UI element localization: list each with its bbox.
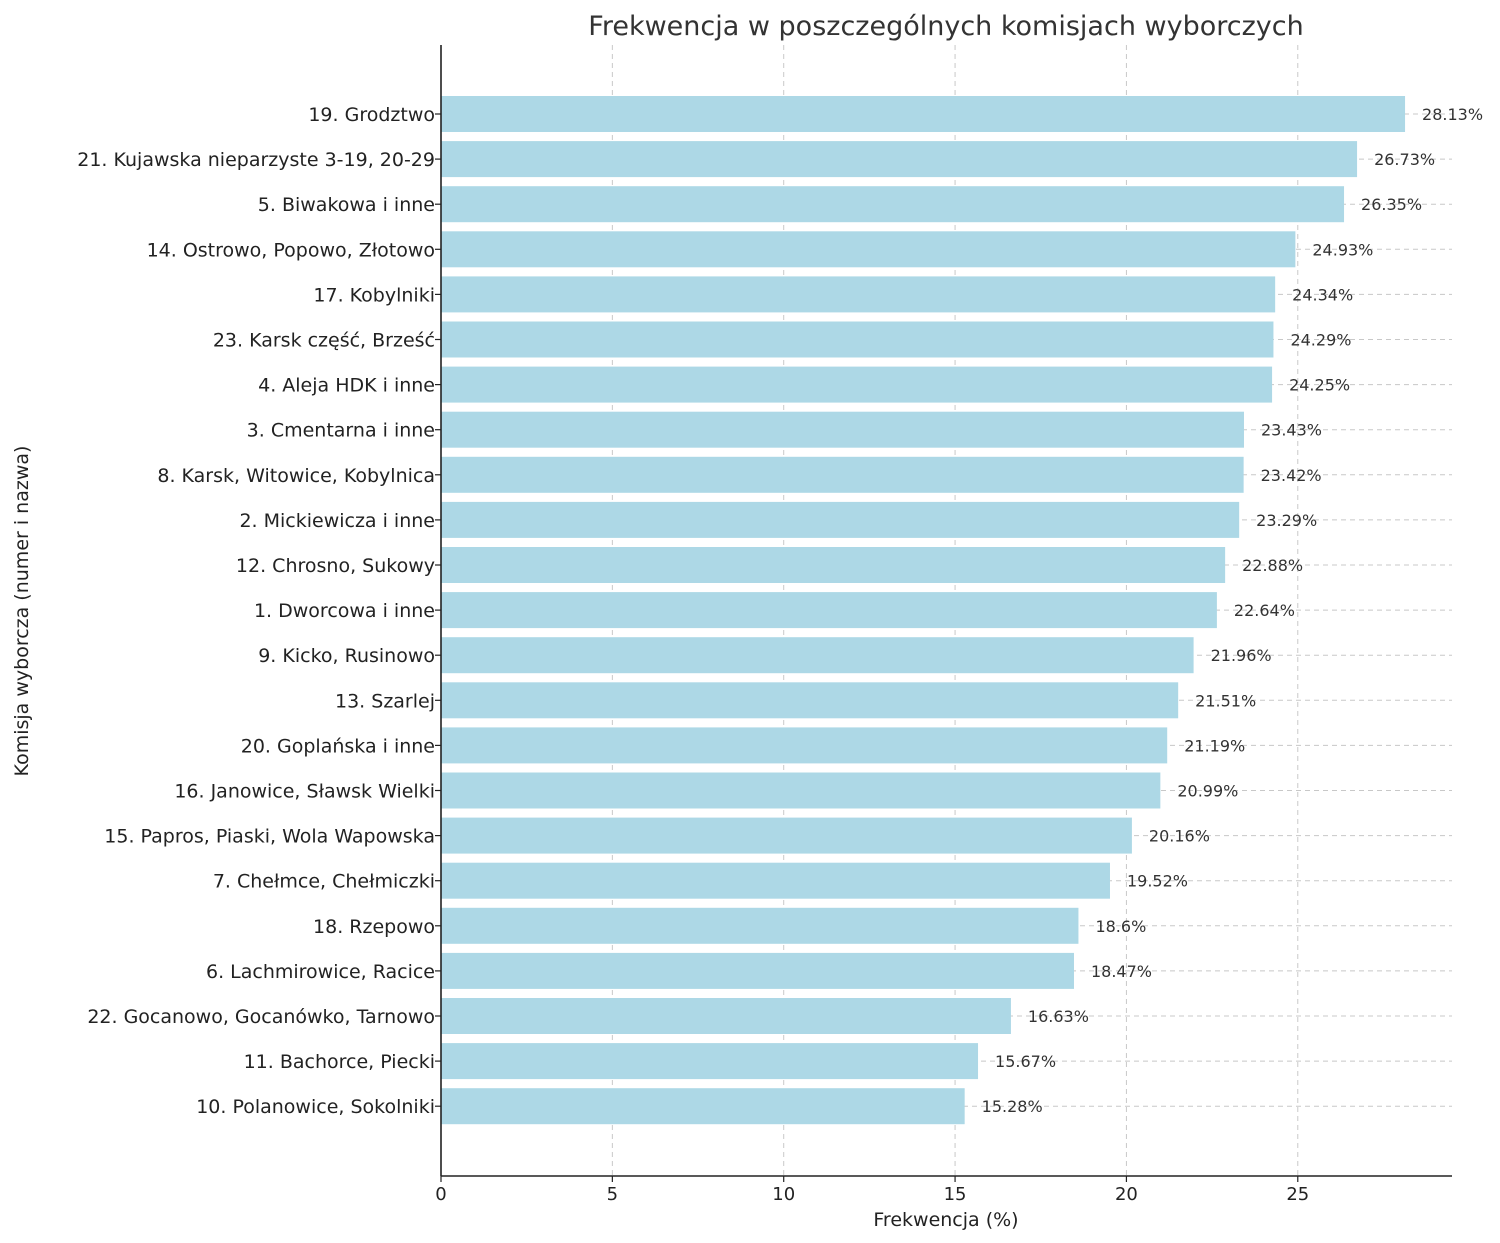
- value-label: 24.25%: [1289, 376, 1350, 395]
- value-label: 18.47%: [1091, 962, 1152, 981]
- x-tick-label: 5: [607, 1184, 618, 1205]
- category-label: 3. Cmentarna i inne: [247, 420, 435, 442]
- category-label: 12. Chrosno, Sukowy: [236, 555, 435, 577]
- value-label: 20.99%: [1177, 782, 1238, 801]
- category-label: 1. Dworcowa i inne: [254, 600, 435, 622]
- bar: [441, 276, 1276, 313]
- x-tick-label: 20: [1115, 1184, 1138, 1205]
- value-label: 21.51%: [1195, 691, 1256, 710]
- value-label: 24.93%: [1312, 240, 1373, 259]
- value-label: 24.29%: [1290, 331, 1351, 350]
- category-label: 23. Karsk część, Brześć: [213, 330, 435, 352]
- bar: [441, 411, 1244, 448]
- bar: [441, 862, 1110, 899]
- value-label: 26.73%: [1374, 150, 1435, 169]
- bar: [441, 321, 1274, 358]
- bar: [441, 637, 1194, 674]
- bar-layer: [441, 96, 1406, 1125]
- category-label: 13. Szarlej: [335, 690, 435, 712]
- x-tick-label: 10: [772, 1184, 795, 1205]
- value-label: 28.13%: [1422, 105, 1483, 124]
- bar: [441, 592, 1217, 629]
- category-label: 5. Biwakowa i inne: [258, 194, 435, 216]
- value-label: 18.6%: [1095, 917, 1146, 936]
- bar: [441, 231, 1296, 268]
- category-label: 21. Kujawska nieparzyste 3-19, 20-29: [77, 149, 435, 171]
- value-label: 26.35%: [1361, 195, 1422, 214]
- bar: [441, 907, 1079, 944]
- tick-layer: 0 5 10 15 20 25: [435, 113, 1309, 1205]
- value-label: 15.28%: [982, 1097, 1043, 1116]
- bar: [441, 952, 1074, 989]
- value-label: 23.42%: [1261, 466, 1322, 485]
- bar: [441, 547, 1226, 583]
- bar: [441, 817, 1132, 854]
- value-label: 23.29%: [1256, 511, 1317, 530]
- category-label: 10. Polanowice, Sokolniki: [196, 1096, 435, 1118]
- label-layer: 19. Grodztwo 28.13% 21. Kujawska nieparzys…: [77, 104, 1483, 1118]
- chart-title: Frekwencja w poszczególnych komisjach wy…: [588, 11, 1303, 42]
- category-label: 14. Ostrowo, Popowo, Złotowo: [147, 239, 435, 261]
- category-label: 9. Kicko, Rusinowo: [258, 645, 435, 667]
- bar: [441, 998, 1011, 1034]
- value-label: 22.88%: [1242, 556, 1303, 575]
- bar: [441, 1088, 965, 1125]
- value-label: 21.19%: [1184, 736, 1245, 755]
- bar: [441, 772, 1161, 809]
- value-label: 19.52%: [1127, 872, 1188, 891]
- category-label: 19. Grodztwo: [308, 104, 435, 126]
- category-label: 4. Aleja HDK i inne: [258, 375, 435, 397]
- bar: [441, 186, 1345, 223]
- bar: [441, 366, 1273, 403]
- category-label: 7. Chełmce, Chełmiczki: [213, 871, 435, 893]
- bar: [441, 501, 1240, 538]
- bar: [441, 682, 1179, 719]
- value-label: 22.64%: [1234, 601, 1295, 620]
- category-label: 11. Bachorce, Piecki: [244, 1051, 435, 1073]
- x-tick-label: 15: [944, 1184, 967, 1205]
- value-label: 20.16%: [1149, 827, 1210, 846]
- bar: [441, 96, 1406, 132]
- category-label: 17. Kobylniki: [313, 284, 435, 306]
- category-label: 18. Rzepowo: [313, 916, 435, 938]
- value-label: 15.67%: [995, 1052, 1056, 1071]
- x-tick-label: 25: [1286, 1184, 1309, 1205]
- value-label: 21.96%: [1211, 646, 1272, 665]
- category-label: 16. Janowice, Sławsk Wielki: [174, 781, 435, 803]
- x-axis-label: Frekwencja (%): [873, 1209, 1018, 1231]
- bar: [441, 141, 1358, 178]
- value-label: 16.63%: [1028, 1007, 1089, 1026]
- category-label: 20. Goplańska i inne: [241, 735, 435, 757]
- category-label: 8. Karsk, Witowice, Kobylnica: [157, 465, 435, 487]
- bar: [441, 727, 1168, 764]
- category-label: 2. Mickiewicza i inne: [239, 510, 435, 532]
- bar: [441, 456, 1244, 493]
- value-label: 23.43%: [1261, 421, 1322, 440]
- value-label: 24.34%: [1292, 285, 1353, 304]
- category-label: 15. Papros, Piaski, Wola Wapowska: [104, 826, 435, 848]
- category-label: 6. Lachmirowice, Racice: [206, 961, 435, 983]
- x-tick-label: 0: [435, 1184, 446, 1205]
- category-label: 22. Gocanowo, Gocanówko, Tarnowo: [87, 1006, 435, 1028]
- bar: [441, 1043, 979, 1080]
- y-axis-label: Komisja wyborcza (numer i nazwa): [11, 446, 33, 777]
